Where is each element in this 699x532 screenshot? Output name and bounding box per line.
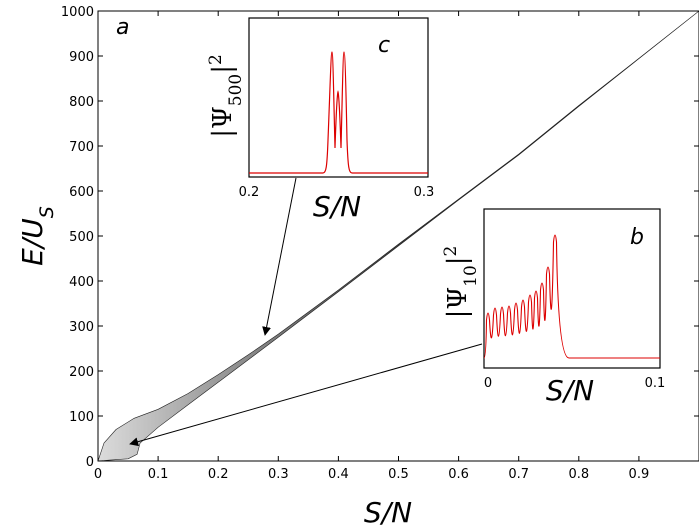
y-tick-label: 700 (69, 140, 94, 155)
inset-b-y-axis-label: |Ψ10|2 (441, 246, 481, 319)
x-tick-label: 0.2 (208, 467, 229, 482)
main-x-axis-label: S/N (364, 496, 412, 529)
main-y-axis-label-main: E/U (16, 218, 49, 266)
inset-b-curve (483, 234, 660, 359)
y-tick-label: 400 (69, 275, 94, 290)
x-tick-label: 0 (94, 467, 102, 482)
x-tick-label: 0.5 (388, 467, 409, 482)
x-tick-label: 0.1 (148, 467, 169, 482)
x-tick-label: 0.6 (448, 467, 469, 482)
inset-c-y-axis-label: |Ψ500|2 (206, 54, 246, 138)
x-tick-label: 0.4 (328, 467, 349, 482)
main-y-ticks: 0 100 200 300 400 500 600 700 800 900 1000 (61, 5, 699, 470)
main-y-axis-label-sub: S (36, 206, 58, 218)
x-tick-label: 0.3 (268, 467, 289, 482)
y-tick-label: 600 (69, 185, 94, 200)
inset-b-panel-label: b (630, 225, 644, 250)
inset-c-x-tick-0.2: 0.2 (239, 185, 260, 200)
y-tick-label: 300 (69, 320, 94, 335)
inset-c-panel-label: c (378, 33, 390, 58)
x-tick-label: 0.7 (508, 467, 529, 482)
y-tick-label: 900 (69, 50, 94, 65)
inset-b-x-tick-0: 0 (484, 376, 492, 391)
y-tick-label: 800 (69, 95, 94, 110)
inset-b-x-axis-label: S/N (546, 374, 594, 407)
y-tick-label: 0 (86, 455, 94, 470)
main-x-ticks: 0 0.1 0.2 0.3 0.4 0.5 0.6 0.7 0.8 0.9 (94, 11, 649, 482)
inset-c: c |Ψ500|2 0.2 0.3 S/N (206, 17, 435, 223)
y-tick-label: 500 (69, 230, 94, 245)
x-tick-label: 0.8 (568, 467, 589, 482)
inset-c-x-tick-0.3: 0.3 (414, 185, 435, 200)
arrow-inset-b (129, 343, 483, 447)
arrow-inset-c (262, 177, 297, 336)
x-tick-label: 0.9 (629, 467, 650, 482)
y-tick-label: 100 (69, 410, 94, 425)
energy-band (97, 10, 699, 462)
y-tick-label: 1000 (61, 5, 94, 20)
main-axes: 0 0.1 0.2 0.3 0.4 0.5 0.6 0.7 0.8 0.9 0 100 200 300 4… (16, 5, 699, 529)
inset-c-x-axis-label: S/N (313, 190, 361, 223)
y-tick-label: 200 (69, 365, 94, 380)
inset-b-frame (483, 208, 661, 369)
inset-b: b |Ψ10|2 0 0.1 S/N (441, 208, 666, 407)
main-panel-label: a (116, 15, 129, 40)
inset-c-curve (249, 51, 428, 174)
inset-b-x-tick-0.1: 0.1 (645, 376, 666, 391)
main-y-axis-label: E/US (16, 206, 58, 266)
